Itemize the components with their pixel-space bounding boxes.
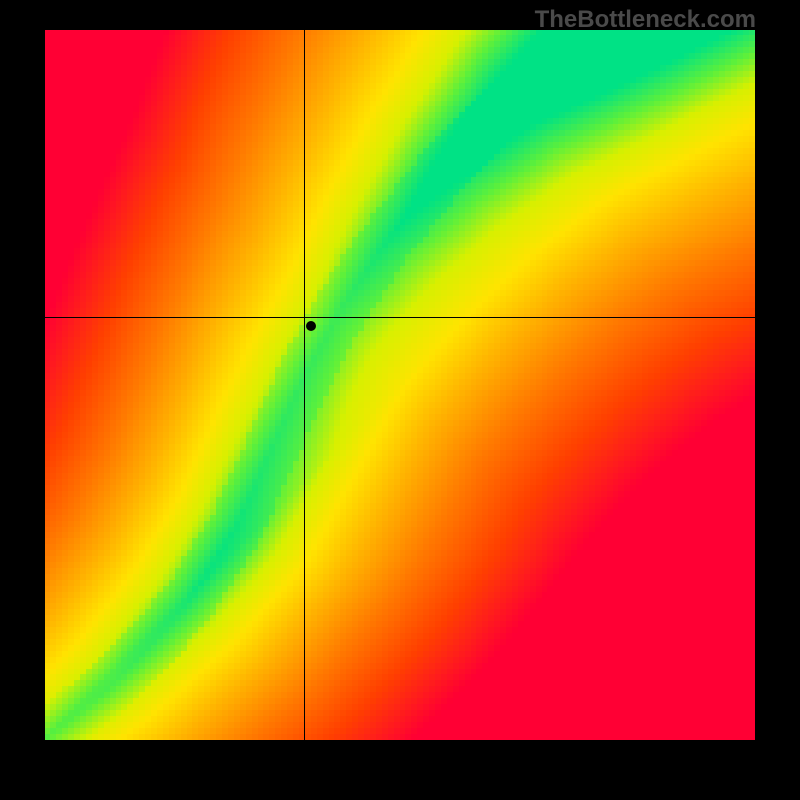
crosshair-horizontal: [45, 317, 755, 318]
bottleneck-heatmap: [45, 30, 755, 740]
selection-marker-dot: [306, 321, 316, 331]
watermark-text: TheBottleneck.com: [535, 6, 756, 34]
crosshair-vertical: [304, 30, 305, 740]
